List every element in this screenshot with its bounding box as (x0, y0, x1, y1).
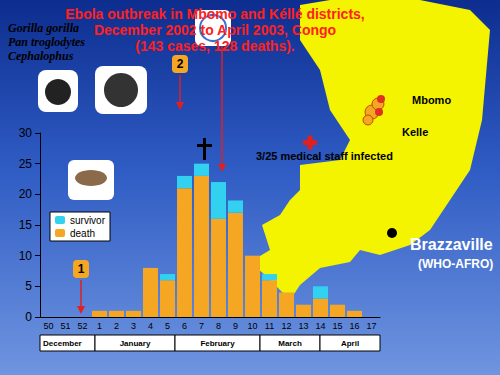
svg-text:11: 11 (265, 321, 274, 331)
svg-text:20: 20 (19, 187, 33, 201)
svg-text:50: 50 (43, 321, 53, 331)
svg-text:1: 1 (78, 262, 85, 276)
svg-text:survivor: survivor (70, 215, 106, 226)
svg-text:March: March (278, 339, 302, 348)
svg-text:3: 3 (131, 321, 136, 331)
svg-text:25: 25 (19, 157, 33, 171)
svg-text:4: 4 (148, 321, 153, 331)
svg-text:7: 7 (199, 321, 204, 331)
svg-text:December 2002 to April 2003, C: December 2002 to April 2003, Congo (94, 22, 336, 38)
svg-text:Pan troglodytes: Pan troglodytes (8, 35, 85, 49)
svg-text:17: 17 (366, 321, 376, 331)
svg-text:Brazzaville: Brazzaville (410, 236, 493, 253)
svg-text:2: 2 (177, 57, 184, 71)
svg-text:16: 16 (349, 321, 359, 331)
svg-text:52: 52 (77, 321, 87, 331)
svg-text:15: 15 (19, 218, 33, 232)
svg-text:(WHO-AFRO): (WHO-AFRO) (418, 257, 493, 271)
svg-text:Gorilla gorilla: Gorilla gorilla (8, 21, 79, 35)
svg-text:December: December (43, 339, 82, 348)
svg-text:10: 10 (247, 321, 257, 331)
svg-text:Kelle: Kelle (402, 126, 428, 138)
svg-text:15: 15 (332, 321, 342, 331)
svg-text:1: 1 (97, 321, 102, 331)
svg-text:February: February (200, 339, 235, 348)
svg-text:Cephalophus: Cephalophus (8, 49, 74, 63)
svg-text:Ebola outbreak in Mbomo and Ké: Ebola outbreak in Mbomo and Kéllé distri… (65, 6, 365, 22)
svg-text:5: 5 (25, 279, 32, 293)
svg-text:Mbomo: Mbomo (412, 94, 451, 106)
svg-text:(143 cases, 128 deaths).: (143 cases, 128 deaths). (135, 38, 295, 54)
svg-text:3/25 medical staff infected: 3/25 medical staff infected (256, 150, 393, 162)
svg-text:6: 6 (182, 321, 187, 331)
svg-text:0: 0 (25, 310, 32, 324)
svg-text:12: 12 (281, 321, 291, 331)
svg-text:5: 5 (165, 321, 170, 331)
svg-text:10: 10 (19, 249, 33, 263)
svg-text:2: 2 (114, 321, 119, 331)
svg-text:14: 14 (315, 321, 325, 331)
svg-text:April: April (341, 339, 359, 348)
svg-text:13: 13 (298, 321, 308, 331)
svg-text:8: 8 (216, 321, 221, 331)
svg-text:January: January (120, 339, 151, 348)
svg-text:death: death (70, 228, 95, 239)
svg-text:51: 51 (60, 321, 70, 331)
svg-text:30: 30 (19, 126, 33, 140)
svg-text:9: 9 (233, 321, 238, 331)
